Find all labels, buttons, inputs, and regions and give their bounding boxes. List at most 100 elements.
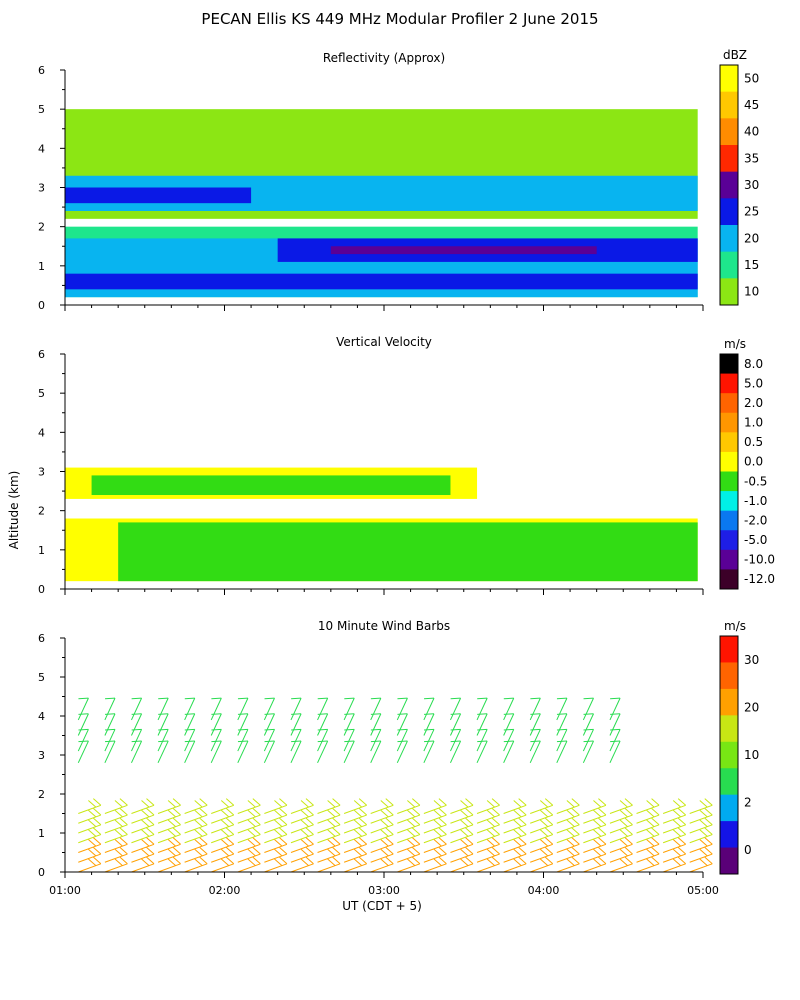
wind-barb <box>370 798 394 814</box>
wind-barb <box>131 713 143 736</box>
colorbar-tick-label: -12.0 <box>744 572 775 586</box>
colorbar-frame <box>719 353 739 590</box>
wind-barb <box>556 740 568 764</box>
y-tick-label: 1 <box>38 827 45 840</box>
wind-barb <box>317 837 341 853</box>
y-tick-label: 3 <box>38 182 45 195</box>
figure-title: PECAN Ellis KS 449 MHz Modular Profiler … <box>201 10 598 28</box>
colorbar-swatch <box>720 715 738 743</box>
wind-barb <box>556 713 568 736</box>
colorbar-tick-label: -5.0 <box>744 533 767 547</box>
wind-barb <box>290 808 314 824</box>
wind-barb <box>343 808 368 824</box>
wind-barb <box>609 817 633 834</box>
echo-layer <box>65 187 252 204</box>
wind-barb <box>343 827 368 844</box>
wind-barb <box>662 798 687 814</box>
wind-barb <box>237 847 261 863</box>
colorbar-unit: m/s <box>724 619 746 633</box>
colorbar-swatch <box>720 451 738 472</box>
wind-barb <box>476 740 488 764</box>
wind-barb <box>184 697 196 721</box>
colorbar-tick-label: 1.0 <box>744 416 763 430</box>
wind-barb <box>609 697 621 721</box>
wind-barb <box>662 808 687 824</box>
wind-barb <box>78 847 102 863</box>
colorbar: dBZ 50 45 40 35 30 25 20 15 10 <box>719 48 759 306</box>
colorbar-frame <box>719 64 739 306</box>
colorbar: m/s 8.0 5.0 2.0 1.0 0.5 0.0 -0.5 -1.0 -2.0 -5.0 -10… <box>719 337 775 590</box>
wind-barb <box>609 847 633 863</box>
wind-barb <box>476 837 500 853</box>
wind-barb <box>77 713 89 736</box>
wind-barb <box>317 740 329 764</box>
wind-barb <box>450 827 474 844</box>
y-tick-label: 5 <box>38 671 45 684</box>
wind-barb <box>503 856 527 873</box>
wind-barb <box>423 713 435 736</box>
wind-barb <box>476 713 488 736</box>
wind-barb <box>583 856 607 873</box>
colorbar-swatch <box>720 688 738 716</box>
wind-barb <box>450 697 462 721</box>
wind-barb <box>582 713 594 736</box>
wind-barb <box>157 837 181 853</box>
wind-barb <box>131 697 143 721</box>
wind-barb <box>290 837 314 853</box>
wind-barb <box>636 817 660 834</box>
wind-barb <box>77 728 89 752</box>
wind-barb <box>476 856 500 873</box>
wind-barb <box>157 856 181 873</box>
y-axis-label: Altitude (km) <box>7 471 21 550</box>
wind-barb <box>662 856 687 873</box>
vertical-velocity-panel: Vertical Velocity 0 1 2 3 4 5 6 m/s 8.0 5.0 2.0 1.0 0… <box>38 335 775 596</box>
y-tick-label: 2 <box>38 221 45 234</box>
wind-barb <box>476 697 488 721</box>
colorbar-swatch <box>720 530 738 551</box>
wind-barb <box>689 798 713 814</box>
wind-barb <box>157 817 181 834</box>
y-tick-label: 2 <box>38 788 45 801</box>
wind-barb <box>104 728 116 752</box>
wind-barb <box>131 827 155 844</box>
wind-barb <box>636 856 660 873</box>
wind-barb <box>450 837 474 853</box>
colorbar-swatch <box>720 821 738 849</box>
wind-barb <box>450 740 462 764</box>
x-tick-label: 02:00 <box>209 884 241 897</box>
wind-barb <box>157 728 169 752</box>
colorbar-swatch <box>720 741 738 769</box>
wind-barb <box>530 847 554 863</box>
wind-barb <box>423 817 447 834</box>
wind-barb <box>370 856 394 873</box>
wind-barb <box>78 827 102 844</box>
wind-barb <box>78 837 102 853</box>
wind-barb <box>396 697 408 721</box>
colorbar-swatch <box>720 393 738 414</box>
wind-barb <box>583 847 607 863</box>
wind-barb <box>237 713 249 736</box>
wind-barb <box>530 856 554 873</box>
wind-barb <box>264 808 288 824</box>
wind-barb <box>503 728 515 752</box>
y-tick-label: 5 <box>38 387 45 400</box>
wind-barb <box>343 728 355 752</box>
wind-barb <box>131 728 143 752</box>
wind-barb <box>397 817 421 834</box>
colorbar-swatch <box>720 794 738 822</box>
colorbar-swatch <box>720 171 738 199</box>
wind-barb <box>556 837 580 853</box>
wind-barb <box>184 817 208 834</box>
wind-barb <box>556 697 568 721</box>
wind-barb <box>263 728 275 752</box>
wind-barb <box>636 808 660 824</box>
wind-barb <box>503 837 527 853</box>
wind-barb <box>104 817 128 834</box>
wind-barb <box>636 827 660 844</box>
wind-barb <box>689 817 713 834</box>
colorbar-tick-label: 45 <box>744 98 759 112</box>
x-tick-label: 03:00 <box>368 884 400 897</box>
wind-barb <box>264 817 288 834</box>
